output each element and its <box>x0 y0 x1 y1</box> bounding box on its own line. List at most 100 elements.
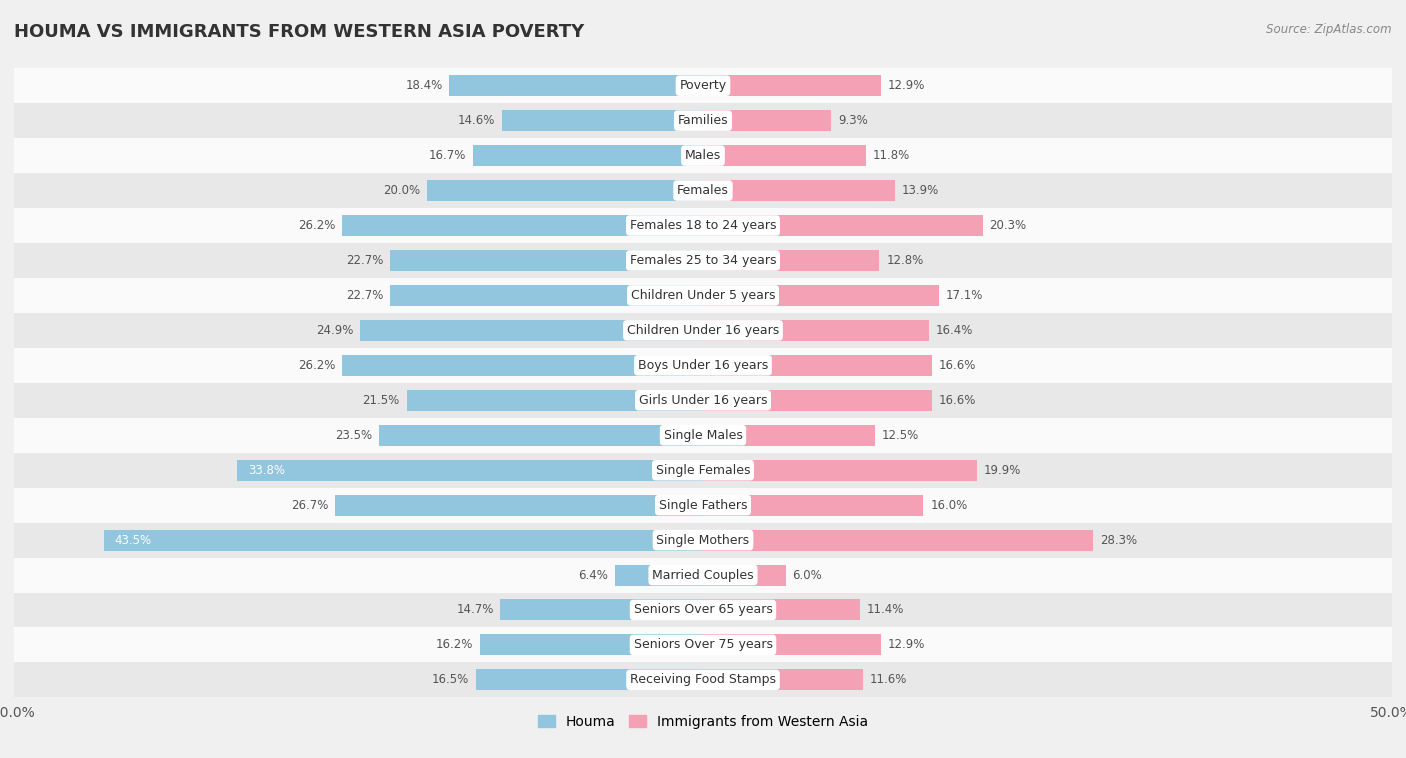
Bar <box>450 75 703 96</box>
Text: Females 18 to 24 years: Females 18 to 24 years <box>630 219 776 232</box>
Text: Single Fathers: Single Fathers <box>659 499 747 512</box>
Text: 26.2%: 26.2% <box>298 359 335 372</box>
Text: Seniors Over 65 years: Seniors Over 65 years <box>634 603 772 616</box>
Bar <box>14 103 1392 138</box>
Bar <box>14 313 1392 348</box>
Bar <box>14 593 1392 628</box>
Text: Receiving Food Stamps: Receiving Food Stamps <box>630 673 776 687</box>
Bar <box>703 459 977 481</box>
Text: 26.7%: 26.7% <box>291 499 328 512</box>
Text: Children Under 16 years: Children Under 16 years <box>627 324 779 337</box>
Bar <box>703 634 880 656</box>
Text: HOUMA VS IMMIGRANTS FROM WESTERN ASIA POVERTY: HOUMA VS IMMIGRANTS FROM WESTERN ASIA PO… <box>14 23 585 41</box>
Text: 12.9%: 12.9% <box>887 638 925 651</box>
Text: Single Mothers: Single Mothers <box>657 534 749 547</box>
Text: 16.0%: 16.0% <box>931 499 967 512</box>
Bar <box>614 565 703 585</box>
Text: 43.5%: 43.5% <box>115 534 152 547</box>
Text: 23.5%: 23.5% <box>335 429 373 442</box>
Bar <box>391 285 703 306</box>
Bar <box>14 453 1392 487</box>
Text: 11.8%: 11.8% <box>873 149 910 162</box>
Text: 12.5%: 12.5% <box>882 429 920 442</box>
Text: 33.8%: 33.8% <box>249 464 285 477</box>
Text: 21.5%: 21.5% <box>363 393 399 407</box>
Text: Children Under 5 years: Children Under 5 years <box>631 289 775 302</box>
Text: 17.1%: 17.1% <box>945 289 983 302</box>
Text: Females 25 to 34 years: Females 25 to 34 years <box>630 254 776 267</box>
Bar <box>14 522 1392 558</box>
Bar <box>238 459 703 481</box>
Bar <box>335 495 703 515</box>
Text: Males: Males <box>685 149 721 162</box>
Text: 14.7%: 14.7% <box>456 603 494 616</box>
Text: 16.5%: 16.5% <box>432 673 468 687</box>
Bar <box>703 669 863 691</box>
Bar <box>703 180 894 201</box>
Text: 28.3%: 28.3% <box>1099 534 1137 547</box>
Text: 16.4%: 16.4% <box>936 324 973 337</box>
Text: 16.2%: 16.2% <box>436 638 472 651</box>
Bar <box>703 75 880 96</box>
Text: 13.9%: 13.9% <box>901 184 939 197</box>
Bar <box>703 530 1092 550</box>
Bar <box>502 110 703 131</box>
Text: 22.7%: 22.7% <box>346 289 384 302</box>
Text: 20.0%: 20.0% <box>384 184 420 197</box>
Bar <box>14 383 1392 418</box>
Text: 11.6%: 11.6% <box>870 673 907 687</box>
Text: Single Females: Single Females <box>655 464 751 477</box>
Bar <box>501 600 703 621</box>
Bar <box>703 250 879 271</box>
Bar <box>703 320 929 341</box>
Bar <box>14 243 1392 278</box>
Text: 12.8%: 12.8% <box>886 254 924 267</box>
Bar <box>391 250 703 271</box>
Bar <box>406 390 703 411</box>
Bar <box>703 355 932 376</box>
Bar <box>342 355 703 376</box>
Text: 26.2%: 26.2% <box>298 219 335 232</box>
Bar <box>14 348 1392 383</box>
Bar <box>14 278 1392 313</box>
Bar <box>342 215 703 236</box>
Legend: Houma, Immigrants from Western Asia: Houma, Immigrants from Western Asia <box>533 709 873 735</box>
Text: 19.9%: 19.9% <box>984 464 1022 477</box>
Text: Seniors Over 75 years: Seniors Over 75 years <box>634 638 772 651</box>
Text: Girls Under 16 years: Girls Under 16 years <box>638 393 768 407</box>
Bar <box>703 145 866 166</box>
Bar <box>14 662 1392 697</box>
Text: 6.4%: 6.4% <box>578 568 607 581</box>
Bar <box>479 634 703 656</box>
Bar <box>360 320 703 341</box>
Bar <box>703 424 875 446</box>
Text: Females: Females <box>678 184 728 197</box>
Bar <box>14 68 1392 103</box>
Bar <box>703 565 786 585</box>
Bar <box>14 487 1392 522</box>
Bar <box>14 173 1392 208</box>
Bar <box>703 215 983 236</box>
Bar <box>104 530 703 550</box>
Text: Source: ZipAtlas.com: Source: ZipAtlas.com <box>1267 23 1392 36</box>
Text: 18.4%: 18.4% <box>405 79 443 92</box>
Bar <box>427 180 703 201</box>
Bar <box>703 600 860 621</box>
Text: 24.9%: 24.9% <box>315 324 353 337</box>
Bar <box>380 424 703 446</box>
Bar <box>703 390 932 411</box>
Text: 16.6%: 16.6% <box>939 359 976 372</box>
Text: 16.7%: 16.7% <box>429 149 465 162</box>
Text: 22.7%: 22.7% <box>346 254 384 267</box>
Text: Poverty: Poverty <box>679 79 727 92</box>
Bar <box>703 495 924 515</box>
Bar <box>703 285 939 306</box>
Text: Families: Families <box>678 114 728 127</box>
Text: 6.0%: 6.0% <box>793 568 823 581</box>
Text: 16.6%: 16.6% <box>939 393 976 407</box>
Bar <box>703 110 831 131</box>
Bar <box>14 418 1392 453</box>
Bar <box>475 669 703 691</box>
Text: 12.9%: 12.9% <box>887 79 925 92</box>
Bar <box>14 628 1392 662</box>
